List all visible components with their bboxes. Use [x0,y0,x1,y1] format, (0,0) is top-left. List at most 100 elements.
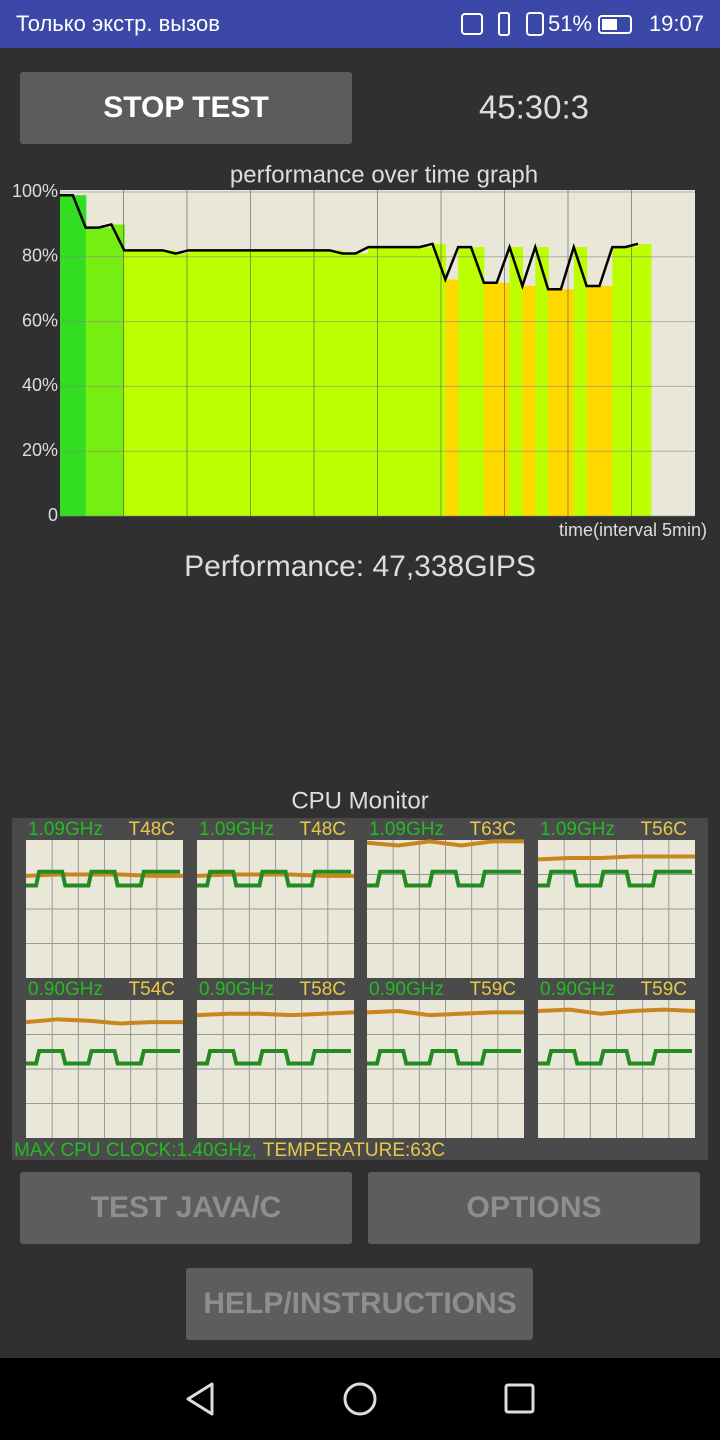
performance-bar [60,195,74,517]
performance-bar [638,243,652,516]
core-clock: 0.90GHz [199,979,274,1000]
core-temp: T59C [470,979,516,1000]
performance-bar [329,250,344,516]
temp-line [196,872,354,878]
performance-line [60,193,639,291]
clock-line [538,1049,692,1066]
performance-bar [496,282,511,516]
performance-bar [368,247,382,516]
stop-button-label[interactable]: STOP TEST [103,91,269,124]
y-tick-label: 80% [22,246,58,266]
y-tick-label: 40% [22,375,58,395]
core-clock: 1.09GHz [369,819,444,840]
core-temp: T48C [300,819,346,840]
temp-line [366,1009,524,1018]
performance-bar [239,250,254,516]
performance-bar [201,250,215,516]
test-button[interactable] [20,1172,352,1244]
performance-bar [124,250,138,516]
timer: 45:30:3 [479,89,589,126]
chart-title: performance over time graph [230,161,538,188]
battery-level [602,19,617,30]
performance-bar [355,253,369,516]
performance-bar [85,227,100,516]
cpu-summary: MAX CPU CLOCK:1.40GHz, TEMPERATURE:63C [14,1140,445,1161]
core-clock: 1.09GHz [540,819,615,840]
graph: 0 20% 40% 60% 80% 100% [12,181,695,525]
core-temp: T54C [129,979,175,1000]
core-temp: T63C [470,819,516,840]
cpu-cells: 1.09GHz T48C 1.09GHz T48C 1.09GHz T63C 1.09GHz… [25,819,696,1138]
temp-line [25,872,183,878]
performance-bar [226,250,241,516]
core-clock: 1.09GHz [199,819,274,840]
performance-bar [522,285,536,516]
clock-line [26,1049,180,1066]
clock-line [197,869,351,888]
core-clock: 0.90GHz [369,979,444,1000]
y-tick-label: 100% [12,181,58,201]
performance-bar [214,250,228,516]
performance-value: Performance: 47,338GIPS [184,550,536,583]
options-button[interactable] [368,1172,700,1244]
core-clock: 0.90GHz [540,979,615,1000]
help-button-label[interactable]: HELP/INSTRUCTIONS [203,1287,516,1320]
performance-bar [252,250,267,516]
performance-bar [316,250,331,516]
temp-line [537,1007,696,1016]
clock-line [538,869,692,888]
temp-line [366,839,524,848]
core-temp: T59C [641,979,687,1000]
performance-bar [432,243,446,516]
performance-bar [535,247,549,516]
performance-bar [162,250,177,516]
performance-bar [599,285,613,516]
performance-bar [419,247,434,516]
performance-bar [381,247,395,516]
recents-button[interactable] [504,1383,535,1414]
temp-line [537,854,695,862]
performance-bar [111,224,125,516]
core-temp: T56C [641,819,687,840]
help-button[interactable] [186,1268,533,1340]
performance-bar [137,250,151,516]
core-clock: 0.90GHz [28,979,103,1000]
performance-bar [304,250,318,516]
back-button[interactable] [186,1382,214,1416]
y-tick-label: 20% [22,440,58,460]
performance-bar [586,285,601,516]
status-icons [461,12,632,36]
core-clock: 1.09GHz [28,819,103,840]
performance-bar [406,247,421,516]
performance-bar [149,250,164,516]
performance-bar [278,250,292,516]
home-button[interactable] [343,1382,377,1416]
performance-bar [291,250,305,516]
performance-bar [509,247,523,516]
y-tick-label: 0 [48,505,58,525]
performance-bar [342,253,357,516]
core-temp: T58C [300,979,346,1000]
temp-line [196,1010,355,1018]
x-axis-label: time(interval 5min) [559,520,707,540]
performance-bar [548,289,562,516]
max-clock: MAX CPU CLOCK:1.40GHz, [14,1140,257,1161]
test-button-label[interactable]: TEST JAVA/C [91,1191,282,1224]
clock-line [26,869,180,888]
temp-line [25,1017,183,1026]
performance-bar [471,247,485,516]
performance-bar [175,253,190,516]
battery-percent: 51% [548,11,592,36]
performance-bar [188,250,202,516]
y-tick-label: 60% [22,310,58,330]
cpu-monitor-title: CPU Monitor [291,787,428,814]
performance-bar [98,227,112,516]
clock-line [367,1049,521,1066]
max-temperature: TEMPERATURE:63C [263,1140,445,1161]
core-temp: T48C [129,819,175,840]
options-button-label[interactable]: OPTIONS [466,1191,601,1224]
performance-bar [573,247,588,516]
stop-button[interactable] [20,72,352,144]
